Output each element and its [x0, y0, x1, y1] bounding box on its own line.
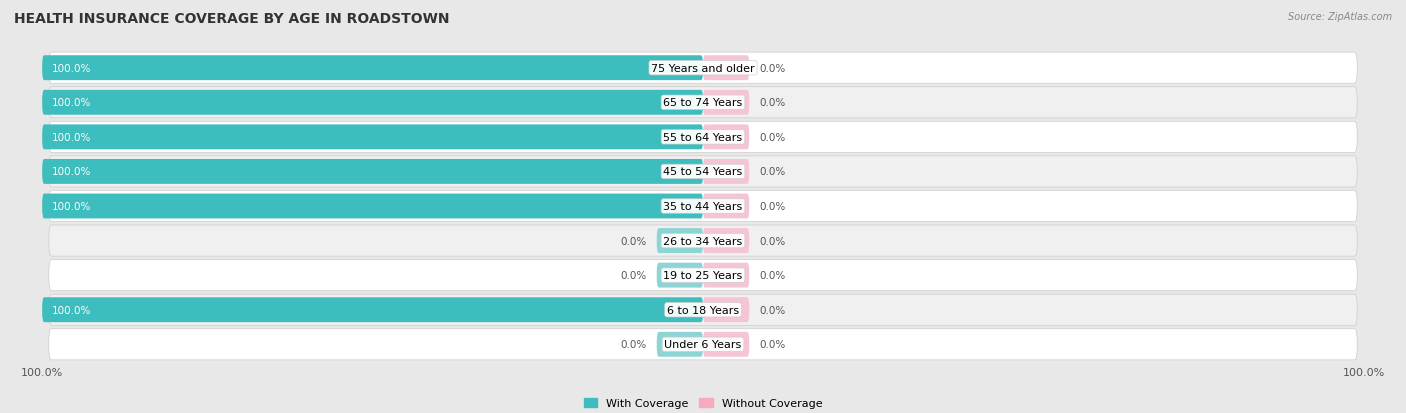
FancyBboxPatch shape [49, 260, 1357, 291]
Text: 75 Years and older: 75 Years and older [651, 64, 755, 74]
Text: 65 to 74 Years: 65 to 74 Years [664, 98, 742, 108]
Text: 100.0%: 100.0% [52, 305, 91, 315]
Text: 0.0%: 0.0% [620, 271, 647, 280]
Text: 100.0%: 100.0% [52, 64, 91, 74]
FancyBboxPatch shape [703, 90, 749, 116]
Text: 0.0%: 0.0% [759, 167, 786, 177]
Text: Under 6 Years: Under 6 Years [665, 339, 741, 349]
Text: 0.0%: 0.0% [759, 133, 786, 142]
FancyBboxPatch shape [657, 332, 703, 357]
FancyBboxPatch shape [49, 122, 1357, 153]
Text: 26 to 34 Years: 26 to 34 Years [664, 236, 742, 246]
Text: 0.0%: 0.0% [620, 236, 647, 246]
FancyBboxPatch shape [49, 225, 1357, 256]
FancyBboxPatch shape [49, 294, 1357, 325]
FancyBboxPatch shape [42, 90, 703, 116]
Text: 55 to 64 Years: 55 to 64 Years [664, 133, 742, 142]
Text: 45 to 54 Years: 45 to 54 Years [664, 167, 742, 177]
Text: 100.0%: 100.0% [52, 98, 91, 108]
Text: 0.0%: 0.0% [759, 236, 786, 246]
Text: 100.0%: 100.0% [52, 202, 91, 211]
Text: 19 to 25 Years: 19 to 25 Years [664, 271, 742, 280]
Text: Source: ZipAtlas.com: Source: ZipAtlas.com [1288, 12, 1392, 22]
Text: 0.0%: 0.0% [759, 305, 786, 315]
Text: 35 to 44 Years: 35 to 44 Years [664, 202, 742, 211]
Text: 0.0%: 0.0% [759, 271, 786, 280]
Text: 0.0%: 0.0% [759, 339, 786, 349]
Text: 0.0%: 0.0% [620, 339, 647, 349]
FancyBboxPatch shape [42, 125, 703, 150]
FancyBboxPatch shape [49, 88, 1357, 119]
FancyBboxPatch shape [703, 56, 749, 81]
FancyBboxPatch shape [49, 329, 1357, 360]
Text: 0.0%: 0.0% [759, 64, 786, 74]
FancyBboxPatch shape [703, 194, 749, 219]
Text: 6 to 18 Years: 6 to 18 Years [666, 305, 740, 315]
FancyBboxPatch shape [49, 53, 1357, 84]
FancyBboxPatch shape [703, 228, 749, 254]
FancyBboxPatch shape [657, 228, 703, 254]
FancyBboxPatch shape [657, 263, 703, 288]
FancyBboxPatch shape [703, 159, 749, 185]
FancyBboxPatch shape [703, 125, 749, 150]
FancyBboxPatch shape [49, 191, 1357, 222]
FancyBboxPatch shape [703, 332, 749, 357]
Legend: With Coverage, Without Coverage: With Coverage, Without Coverage [583, 398, 823, 408]
Text: HEALTH INSURANCE COVERAGE BY AGE IN ROADSTOWN: HEALTH INSURANCE COVERAGE BY AGE IN ROAD… [14, 12, 450, 26]
FancyBboxPatch shape [703, 297, 749, 323]
FancyBboxPatch shape [42, 56, 703, 81]
FancyBboxPatch shape [703, 263, 749, 288]
Text: 0.0%: 0.0% [759, 98, 786, 108]
FancyBboxPatch shape [42, 159, 703, 185]
FancyBboxPatch shape [42, 297, 703, 323]
Text: 100.0%: 100.0% [52, 133, 91, 142]
FancyBboxPatch shape [49, 157, 1357, 188]
Text: 100.0%: 100.0% [52, 167, 91, 177]
FancyBboxPatch shape [42, 194, 703, 219]
Text: 0.0%: 0.0% [759, 202, 786, 211]
